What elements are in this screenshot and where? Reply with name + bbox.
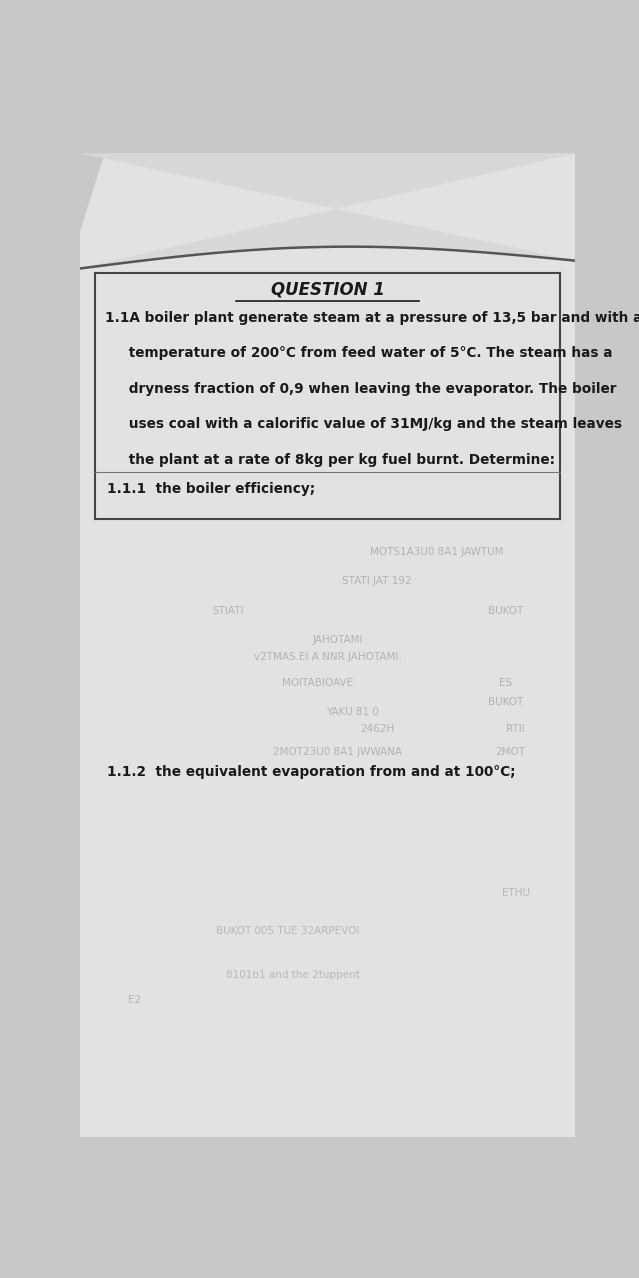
- Text: BUKOT 005 TUE 32ARPEVOI: BUKOT 005 TUE 32ARPEVOI: [216, 925, 360, 935]
- Text: dryness fraction of 0,9 when leaving the evaporator. The boiler: dryness fraction of 0,9 when leaving the…: [105, 382, 616, 396]
- Text: temperature of 200°C from feed water of 5°C. The steam has a: temperature of 200°C from feed water of …: [105, 346, 612, 360]
- Text: 1.1.1  the boiler efficiency;: 1.1.1 the boiler efficiency;: [107, 482, 315, 496]
- Polygon shape: [80, 153, 575, 1137]
- Text: RTII: RTII: [506, 725, 525, 734]
- Polygon shape: [80, 153, 575, 268]
- Text: ETHU: ETHU: [502, 888, 530, 898]
- Text: the plant at a rate of 8kg per kg fuel burnt. Determine:: the plant at a rate of 8kg per kg fuel b…: [105, 452, 555, 466]
- Text: E2: E2: [128, 994, 141, 1005]
- Text: uses coal with a calorific value of 31MJ/kg and the steam leaves: uses coal with a calorific value of 31MJ…: [105, 417, 622, 431]
- Text: STATI JAT 192: STATI JAT 192: [343, 576, 412, 587]
- Text: 2462H: 2462H: [360, 725, 394, 734]
- Text: 8101b1 and the 2tuppent: 8101b1 and the 2tuppent: [226, 970, 360, 980]
- Text: MOITABIOAVE: MOITABIOAVE: [282, 677, 353, 688]
- Text: BUKOT: BUKOT: [488, 698, 523, 708]
- Text: STIATI: STIATI: [213, 606, 244, 616]
- Text: 1.1.2  the equivalent evaporation from and at 100°C;: 1.1.2 the equivalent evaporation from an…: [107, 766, 516, 780]
- Text: JAHOTAMI: JAHOTAMI: [312, 635, 363, 645]
- Text: BUKOT: BUKOT: [488, 606, 523, 616]
- Text: 1.1A boiler plant generate steam at a pressure of 13,5 bar and with a: 1.1A boiler plant generate steam at a pr…: [105, 311, 639, 325]
- Text: YAKU 81 0: YAKU 81 0: [326, 707, 379, 717]
- Text: МОTS1A3U0 8A1 JAWTUM: МОTS1A3U0 8A1 JAWTUM: [370, 547, 503, 557]
- Text: 2MOT: 2MOT: [496, 746, 526, 757]
- Text: QUESTION 1: QUESTION 1: [270, 280, 385, 298]
- Text: 2MOT23U0 8A1 JWWANA: 2MOT23U0 8A1 JWWANA: [273, 746, 402, 757]
- Text: v2TMAS.EI A NNR JAHOTAMI.: v2TMAS.EI A NNR JAHOTAMI.: [254, 652, 401, 662]
- Text: ES: ES: [499, 677, 512, 688]
